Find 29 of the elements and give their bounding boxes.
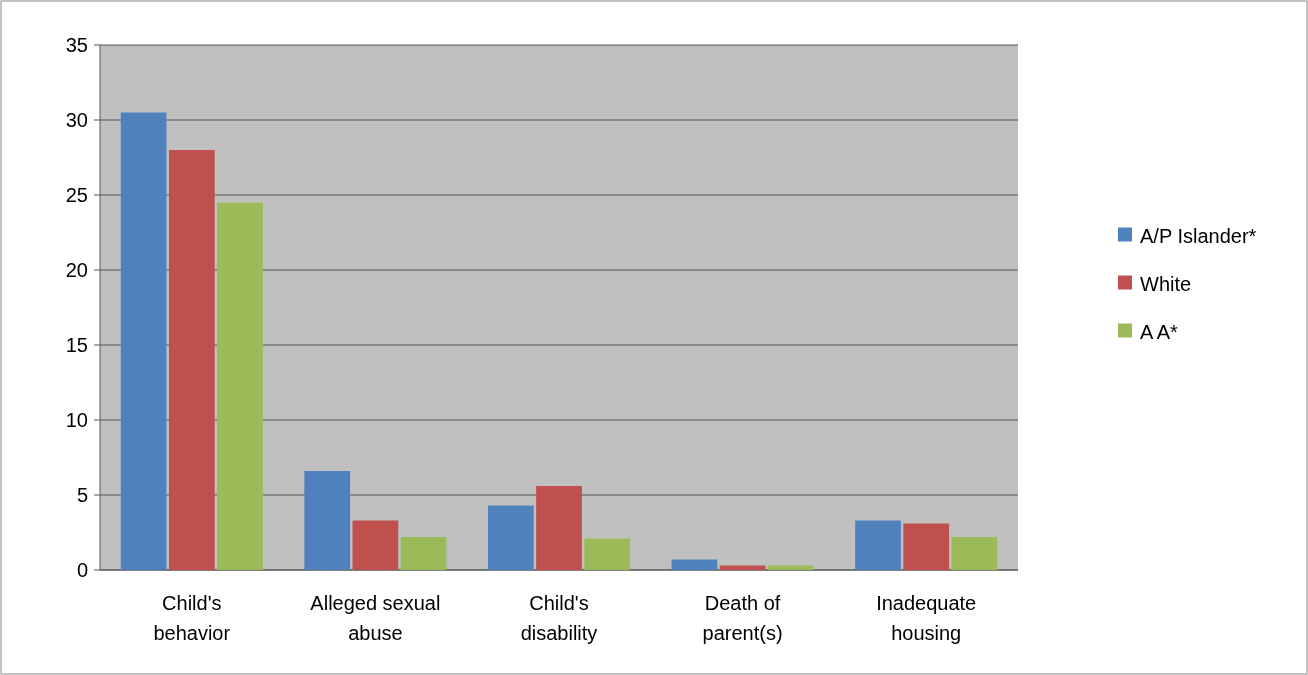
y-tick-label: 30 [65, 109, 88, 131]
x-tick-label: Child's behavior [153, 592, 231, 644]
x-tick-label: Child's disability [520, 592, 598, 644]
legend-label: A A* [1140, 320, 1179, 343]
y-tick-label: 15 [65, 334, 88, 356]
x-tick-label: Inadequate housing [876, 592, 977, 644]
bar [352, 520, 399, 570]
bar [536, 486, 582, 570]
x-tick-label: Death of parent(s) [702, 592, 783, 644]
legend-label: A/P Islander* [1140, 224, 1257, 247]
y-tick-label: 25 [65, 184, 88, 206]
bar [855, 520, 901, 570]
y-tick-label: 10 [65, 409, 88, 431]
bar [120, 112, 167, 570]
x-tick-label: Alleged sexual abuse [310, 592, 441, 644]
y-tick-label: 20 [65, 259, 88, 281]
bar [584, 538, 631, 570]
bar [903, 523, 950, 570]
bar [168, 150, 215, 570]
bar [304, 471, 351, 570]
legend-label: White [1140, 272, 1192, 295]
bar [400, 537, 447, 570]
y-tick-label: 0 [76, 559, 88, 581]
bar [217, 202, 263, 570]
bar [951, 537, 998, 570]
y-tick-label: 5 [76, 484, 88, 506]
bar [487, 505, 534, 570]
y-tick-label: 35 [65, 34, 88, 56]
bar [671, 559, 718, 570]
